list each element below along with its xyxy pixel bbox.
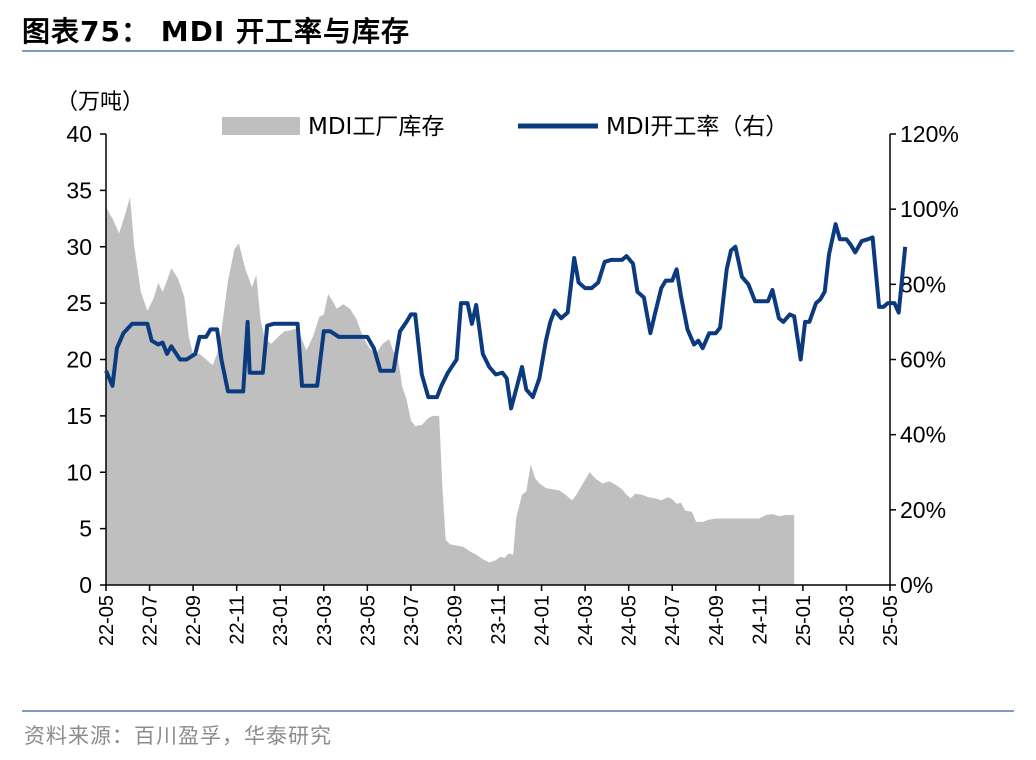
left-tick-label: 5 — [79, 516, 92, 542]
legend-label-operating-rate: MDI开工率（右） — [606, 114, 788, 140]
source-note: 资料来源：百川盈孚，华泰研究 — [24, 724, 332, 748]
x-tick-label: 24-03 — [575, 595, 597, 646]
legend-label-inventory: MDI工厂库存 — [308, 114, 444, 140]
x-tick-label: 23-05 — [357, 595, 379, 646]
left-tick-label: 20 — [66, 347, 92, 373]
right-tick-label: 120% — [900, 121, 959, 147]
x-tick-label: 24-07 — [662, 595, 684, 646]
series-operating-rate-line — [104, 222, 908, 411]
left-tick-label: 40 — [66, 121, 92, 147]
right-tick-label: 60% — [900, 347, 946, 373]
series-inventory-area — [106, 197, 795, 585]
x-tick-label: 24-01 — [532, 595, 554, 646]
left-tick-label: 10 — [66, 459, 92, 485]
x-tick-label: 23-03 — [314, 595, 336, 646]
x-tick-label: 23-01 — [270, 595, 292, 646]
x-tick-label: 24-05 — [619, 595, 641, 646]
left-tick-label: 0 — [79, 572, 92, 598]
right-tick-label: 100% — [900, 196, 959, 222]
left-tick-label: 25 — [66, 290, 92, 316]
inventory-area-layer — [106, 197, 795, 585]
legend-swatch-inventory — [222, 117, 300, 135]
x-tick-label: 25-05 — [880, 595, 902, 646]
x-tick-label: 22-09 — [183, 595, 205, 646]
right-tick-label: 0% — [900, 572, 933, 598]
x-tick-label: 23-09 — [444, 595, 466, 646]
footer-divider — [22, 710, 1014, 712]
operating-rate-line-layer — [104, 222, 908, 411]
x-tick-label: 22-07 — [140, 595, 162, 646]
legend: MDI工厂库存 MDI开工率（右） — [222, 114, 788, 140]
x-tick-label: 25-03 — [836, 595, 858, 646]
x-tick-label: 22-05 — [96, 595, 118, 646]
left-axis-unit-label: （万吨） — [56, 90, 144, 115]
left-tick-label: 30 — [66, 234, 92, 260]
chart-title: 图表75： MDI 开工率与库存 — [22, 15, 410, 48]
x-tick-label: 25-01 — [793, 595, 815, 646]
x-tick-label: 23-11 — [488, 595, 510, 645]
x-tick-label: 23-07 — [401, 595, 423, 646]
axes-layer: 0 5 10 15 20 25 30 35 40 0% 20% 40% 60% 80% 100% 120% 22… — [66, 121, 958, 646]
chart-canvas: 0 5 10 15 20 25 30 35 40 0% 20% 40% 60% 80% 100% 120% 22… — [56, 90, 959, 646]
left-tick-label: 35 — [66, 177, 92, 203]
left-tick-label: 15 — [66, 403, 92, 429]
x-tick-label: 24-09 — [706, 595, 728, 646]
title-divider — [22, 50, 1014, 52]
x-tick-label: 22-11 — [227, 595, 249, 645]
right-tick-label: 40% — [900, 422, 946, 448]
x-tick-label: 24-11 — [749, 595, 771, 645]
right-tick-label: 20% — [900, 497, 946, 523]
right-tick-label: 80% — [900, 271, 946, 297]
